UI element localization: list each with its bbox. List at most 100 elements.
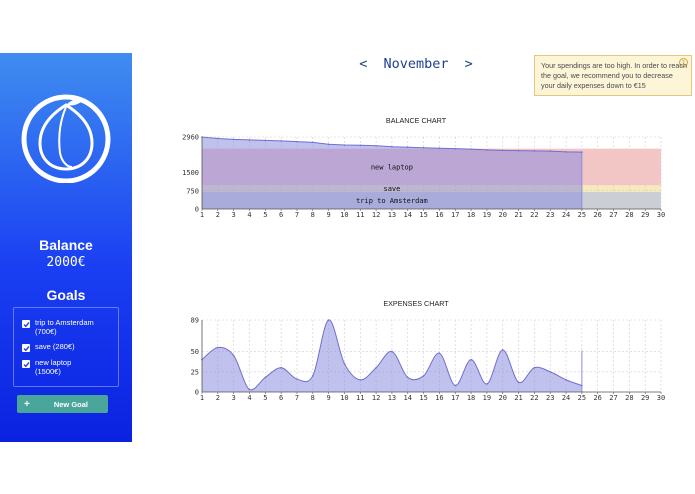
goal-band-label: save (384, 185, 401, 193)
x-tick-label: 16 (435, 394, 443, 402)
x-tick-label: 18 (467, 211, 475, 219)
x-tick-label: 19 (483, 211, 491, 219)
x-tick-label: 23 (546, 394, 554, 402)
x-tick-label: 16 (435, 211, 443, 219)
plus-icon: + (24, 398, 30, 410)
data-point (517, 381, 520, 384)
goal-checkbox[interactable] (22, 344, 30, 352)
goal-item[interactable]: trip to Amsterdam (700€) (22, 318, 94, 336)
x-tick-label: 28 (625, 211, 633, 219)
x-tick-label: 11 (356, 211, 364, 219)
data-point (217, 346, 219, 349)
close-icon[interactable]: × (679, 58, 688, 67)
x-tick-label: 5 (263, 394, 267, 402)
x-tick-label: 23 (546, 211, 554, 219)
new-goal-label: New Goal (53, 399, 89, 409)
x-tick-label: 9 (327, 394, 331, 402)
data-point (264, 376, 267, 379)
goal-band (202, 185, 661, 192)
data-point (327, 319, 330, 321)
x-tick-label: 27 (609, 211, 617, 219)
data-point (501, 349, 504, 351)
goal-label: new laptop (35, 358, 72, 367)
data-point (565, 151, 567, 153)
balance-value: 2000€ (46, 255, 86, 270)
month-title: November (383, 56, 449, 72)
data-point (296, 140, 298, 143)
x-tick-label: 19 (483, 394, 491, 402)
x-tick-label: 9 (327, 211, 331, 219)
goal-label: trip to Amsterdam (35, 318, 94, 327)
data-point (470, 358, 472, 361)
y-tick-label: 0 (195, 389, 199, 397)
data-point (391, 350, 393, 353)
data-point (232, 354, 235, 357)
x-tick-label: 1 (200, 211, 204, 219)
series-area (202, 137, 582, 209)
y-tick-label: 25 (191, 368, 199, 376)
data-point (438, 352, 441, 354)
data-point (248, 139, 251, 141)
data-point (296, 378, 298, 380)
x-tick-label: 15 (419, 211, 427, 219)
data-point (311, 375, 314, 377)
y-tick-label: 1500 (182, 169, 199, 177)
data-point (454, 384, 457, 387)
x-tick-label: 2 (216, 394, 220, 402)
x-tick-label: 8 (311, 211, 315, 219)
x-tick-label: 27 (609, 394, 617, 402)
goal-band (202, 148, 661, 186)
new-goal-button[interactable]: + New Goal (17, 395, 108, 413)
y-tick-label: 89 (191, 317, 199, 325)
x-tick-label: 4 (247, 211, 251, 219)
data-point (501, 149, 504, 152)
goal-checkbox[interactable] (22, 320, 30, 328)
data-point (549, 370, 552, 373)
data-point (311, 141, 314, 144)
x-tick-label: 26 (593, 394, 601, 402)
x-tick-label: 25 (578, 394, 586, 402)
check-icon (23, 361, 30, 367)
series-line (201, 319, 583, 391)
x-tick-label: 7 (295, 394, 299, 402)
alert-text: Your spendings are too high. In order to… (541, 61, 687, 90)
x-tick-label: 12 (372, 211, 380, 219)
y-tick-label: 50 (191, 348, 199, 356)
x-tick-label: 25 (578, 211, 586, 219)
x-tick-label: 20 (499, 394, 507, 402)
x-tick-label: 12 (372, 394, 380, 402)
data-point (327, 143, 330, 146)
x-tick-label: 10 (340, 211, 348, 219)
x-tick-label: 3 (232, 394, 236, 402)
data-point (549, 150, 552, 152)
data-point (359, 144, 362, 147)
data-point (565, 379, 567, 381)
goal-item[interactable]: save (280€) (22, 342, 75, 352)
x-tick-label: 13 (388, 394, 396, 402)
next-month-button[interactable]: > (464, 56, 473, 72)
data-point (359, 379, 362, 381)
x-tick-label: 17 (451, 211, 459, 219)
y-tick-label: 0 (195, 206, 199, 214)
x-tick-label: 11 (356, 394, 364, 402)
data-point (280, 366, 282, 369)
balance-chart-title: BALANCE CHART (385, 116, 447, 125)
x-tick-label: 30 (657, 211, 665, 219)
x-tick-label: 6 (279, 394, 283, 402)
goal-checkbox[interactable] (22, 360, 30, 368)
data-point (217, 137, 219, 140)
x-tick-label: 4 (247, 394, 251, 402)
x-tick-label: 10 (340, 394, 348, 402)
data-point (375, 366, 377, 369)
sidebar: Balance 2000€ Goals trip to Amsterdam (7… (0, 53, 132, 442)
series-area (202, 319, 582, 392)
goal-item[interactable]: new laptop (1500€) (22, 358, 71, 376)
warning-alert: × Your spendings are too high. In order … (534, 55, 692, 96)
series-line (201, 136, 582, 153)
prev-month-button[interactable]: < (359, 56, 368, 72)
goals-title: Goals (46, 287, 86, 303)
data-point (486, 149, 488, 151)
x-tick-label: 13 (388, 211, 396, 219)
goal-label: save (280€) (35, 342, 75, 351)
data-point (406, 146, 409, 149)
